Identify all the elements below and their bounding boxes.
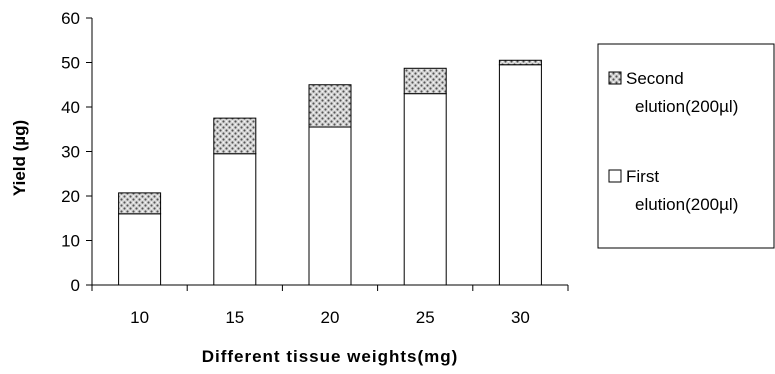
legend-label: Second (626, 69, 684, 88)
x-tick-label: 15 (225, 308, 244, 327)
y-tick-label: 10 (61, 232, 80, 251)
bar-segment-second-elution (498, 59, 542, 66)
legend-swatch (608, 71, 622, 85)
x-axis-title: Different tissue weights(mg) (202, 347, 459, 366)
legend-box (597, 43, 775, 249)
legend-label: First (626, 167, 659, 186)
x-axis-ticks: 10 15 20 25 30 (91, 285, 569, 327)
legend-label: elution(200µl) (635, 97, 738, 116)
y-tick-label: 30 (61, 143, 80, 162)
bar-segment-first-elution (118, 213, 162, 286)
bar-segment-second-elution (118, 192, 162, 215)
x-tick-label: 10 (130, 308, 149, 327)
plot-area: 0 10 20 30 40 50 60 10 15 20 25 30 (61, 9, 569, 327)
bar-segment-second-elution (403, 67, 447, 95)
x-tick-label: 30 (511, 308, 530, 327)
x-tick-label: 20 (321, 308, 340, 327)
bar-segment-first-elution (213, 153, 257, 286)
x-tick-label: 25 (416, 308, 435, 327)
y-tick-label: 20 (61, 187, 80, 206)
bar-segment-second-elution (308, 84, 352, 128)
y-tick-label: 50 (61, 54, 80, 73)
bar-segment-second-elution (213, 117, 257, 155)
y-axis-title: Yield (µg) (10, 120, 29, 196)
legend-label: elution(200µl) (635, 195, 738, 214)
bar-segment-first-elution (308, 126, 352, 286)
legend: Second elution(200µl) First elution(200µl) (597, 43, 775, 249)
y-tick-label: 0 (71, 276, 80, 295)
y-tick-label: 40 (61, 98, 80, 117)
legend-swatch (608, 169, 622, 183)
bar-segment-first-elution (498, 64, 542, 286)
y-tick-label: 60 (61, 9, 80, 28)
y-axis-ticks: 0 10 20 30 40 50 60 (61, 9, 92, 295)
bars-group (118, 59, 542, 286)
bar-segment-first-elution (403, 93, 447, 286)
